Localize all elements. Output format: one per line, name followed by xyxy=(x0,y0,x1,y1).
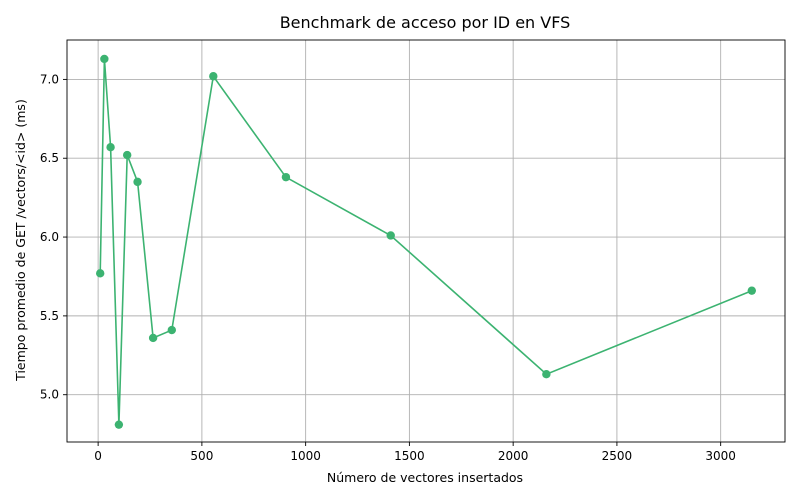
data-point xyxy=(386,231,395,240)
x-tick-label: 0 xyxy=(94,449,102,463)
x-tick-label: 500 xyxy=(190,449,213,463)
data-point xyxy=(747,286,756,295)
x-tick-label: 3000 xyxy=(705,449,736,463)
x-axis-label: Número de vectores insertados xyxy=(327,470,523,485)
data-point xyxy=(148,333,158,343)
data-point xyxy=(542,370,551,379)
data-point xyxy=(114,420,124,429)
y-tick-label: 5.0 xyxy=(40,388,59,402)
x-tick-label: 2500 xyxy=(602,449,633,463)
data-point xyxy=(281,172,291,182)
y-tick-label: 6.5 xyxy=(40,151,59,165)
x-tick-label: 2000 xyxy=(498,449,529,463)
x-tick-label: 1500 xyxy=(394,449,425,463)
data-point xyxy=(133,177,142,187)
y-axis: 5.0 5.5 6.0 6.5 7.0 xyxy=(40,72,67,402)
series-line xyxy=(99,58,753,425)
data-point xyxy=(167,325,176,335)
x-axis: 0 500 1000 1500 2000 2500 3000 xyxy=(94,442,736,463)
data-point xyxy=(209,72,218,81)
y-axis-label: Tiempo promedio de GET /vectors/<id> (ms… xyxy=(13,99,28,382)
y-tick-label: 5.5 xyxy=(40,309,59,323)
x-tick-label: 1000 xyxy=(290,449,321,463)
y-tick-label: 7.0 xyxy=(40,72,59,86)
series-layer xyxy=(96,54,756,429)
data-point xyxy=(106,143,115,152)
chart-title: Benchmark de acceso por ID en VFS xyxy=(280,13,571,32)
data-point xyxy=(100,54,109,64)
grid xyxy=(67,40,785,442)
data-point xyxy=(96,269,105,278)
data-point xyxy=(122,150,132,160)
plot-frame xyxy=(66,39,786,443)
y-tick-label: 6.0 xyxy=(40,230,59,244)
